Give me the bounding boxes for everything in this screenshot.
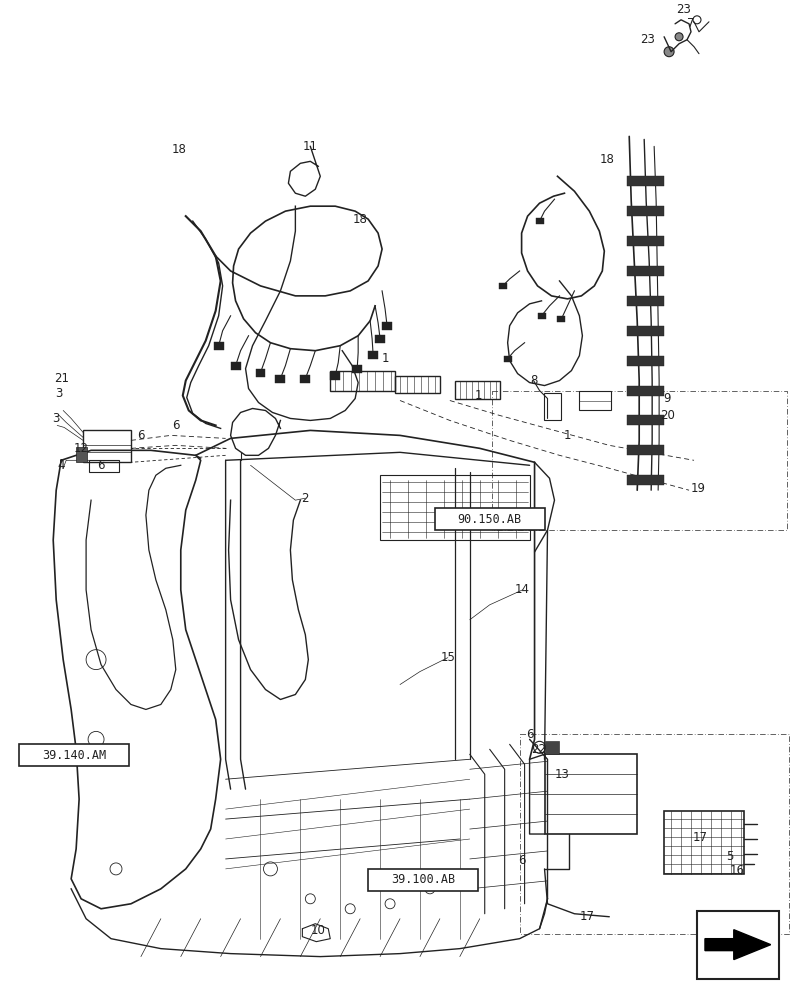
Bar (537, 313, 545, 319)
Text: 7: 7 (686, 17, 694, 30)
Bar (626, 356, 663, 366)
Bar (557, 316, 564, 322)
Bar (663, 811, 743, 874)
Bar (375, 335, 384, 343)
Bar (626, 445, 663, 455)
Bar (626, 386, 663, 396)
Bar (626, 475, 663, 485)
Text: 6: 6 (172, 419, 179, 432)
Text: 3: 3 (53, 412, 60, 425)
Bar (626, 415, 663, 425)
Bar (454, 381, 499, 399)
Polygon shape (704, 930, 770, 960)
Bar (382, 322, 392, 330)
Text: 12: 12 (74, 442, 88, 455)
Text: 6: 6 (526, 728, 533, 741)
Text: 17: 17 (579, 910, 594, 923)
Text: 23: 23 (676, 3, 691, 16)
Text: 8: 8 (530, 374, 537, 387)
Text: 22: 22 (530, 743, 545, 756)
Text: 1: 1 (381, 352, 388, 365)
Bar (367, 869, 477, 891)
Text: 9: 9 (663, 392, 670, 405)
Bar (330, 372, 340, 380)
Bar (544, 741, 559, 754)
Bar (498, 283, 506, 289)
Text: 6: 6 (137, 429, 144, 442)
Bar (255, 369, 265, 377)
Bar (89, 460, 119, 472)
Bar (394, 376, 440, 393)
Text: 3: 3 (55, 387, 62, 400)
Circle shape (674, 33, 682, 41)
Text: 16: 16 (728, 864, 744, 877)
Text: 13: 13 (555, 768, 569, 781)
Text: 1: 1 (474, 389, 482, 402)
Bar (380, 475, 529, 540)
Text: 1: 1 (563, 429, 570, 442)
Circle shape (663, 47, 673, 57)
Text: 15: 15 (440, 651, 455, 664)
Text: 2: 2 (301, 492, 309, 505)
Bar (543, 393, 560, 420)
Bar (76, 447, 87, 462)
Text: 10: 10 (311, 924, 325, 937)
Text: 18: 18 (171, 143, 186, 156)
Text: 39.100.AB: 39.100.AB (390, 873, 454, 886)
Text: 18: 18 (352, 213, 367, 226)
Bar (626, 266, 663, 276)
Text: 20: 20 (659, 409, 674, 422)
Bar (213, 342, 223, 350)
Bar (579, 391, 611, 410)
Text: 6: 6 (97, 459, 105, 472)
Bar (626, 236, 663, 246)
Text: 11: 11 (303, 140, 317, 153)
Bar (696, 911, 778, 979)
Text: 4: 4 (58, 459, 65, 472)
Bar (19, 744, 129, 766)
Text: 18: 18 (599, 153, 614, 166)
Bar (352, 365, 362, 373)
Text: 19: 19 (689, 482, 705, 495)
Bar (367, 351, 378, 359)
Text: 90.150.AB: 90.150.AB (457, 513, 521, 526)
Bar (535, 218, 543, 224)
Bar (626, 176, 663, 186)
Bar (626, 326, 663, 336)
Text: 23: 23 (639, 33, 654, 46)
Bar (330, 371, 394, 391)
Bar (275, 375, 285, 383)
Text: 14: 14 (514, 583, 530, 596)
Bar (626, 206, 663, 216)
Text: 6: 6 (517, 854, 525, 867)
Text: 17: 17 (692, 831, 706, 844)
Text: 5: 5 (725, 850, 732, 863)
Bar (230, 362, 240, 370)
Bar (626, 296, 663, 306)
Text: 39.140.AM: 39.140.AM (42, 749, 106, 762)
Bar (544, 754, 637, 834)
Bar (435, 508, 544, 530)
Text: 21: 21 (54, 372, 69, 385)
Bar (83, 430, 131, 462)
Bar (503, 356, 511, 362)
Bar (300, 375, 310, 383)
